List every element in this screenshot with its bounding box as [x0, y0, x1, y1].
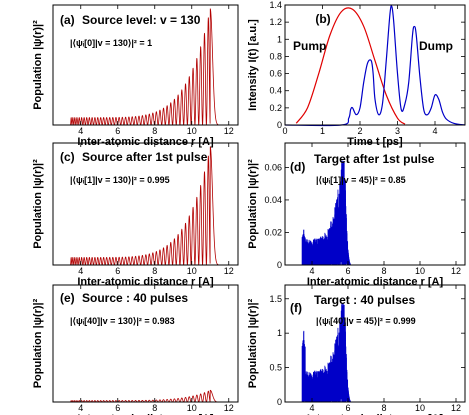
panel-label: (d): [290, 160, 305, 174]
x-tick-label: 0: [282, 126, 287, 136]
x-axis-label: Inter-atomic distance r [A]: [77, 276, 214, 288]
plot-frame: [52, 142, 239, 266]
annotation-title: Source after 1st pulse: [82, 150, 208, 164]
y-tick-label: 1: [277, 328, 282, 338]
x-axis-label: Inter-atomic distance r [A]: [307, 276, 444, 288]
y-tick-label: 0.6: [269, 69, 282, 79]
x-tick-label: 4: [78, 126, 83, 136]
y-axis-label: Population |ψ(r)|²: [32, 20, 44, 110]
wavefunction-line: [70, 146, 221, 266]
plot-frame: [52, 4, 239, 126]
x-tick-label: 8: [152, 266, 157, 276]
y-tick-label: 0.4: [269, 86, 282, 96]
annotation-title: Source level: v = 130: [82, 13, 201, 27]
annotation-title: Target : 40 pulses: [314, 293, 415, 307]
x-tick-label: 4: [309, 403, 314, 413]
series-line-pump: [295, 7, 406, 125]
y-axis-label: Intensity I(t) [a.u.]: [247, 19, 259, 111]
wavefunction-line: [288, 160, 462, 266]
x-tick-label: 8: [381, 403, 386, 413]
plot-frame: [284, 142, 466, 266]
x-tick-label: 6: [115, 126, 120, 136]
y-tick-label: 0: [277, 120, 282, 130]
panel-d: 4 6 8 10 12 0 0.02 0.04 0.06 Inter-atomic distanc…: [247, 142, 466, 288]
panel-label: (c): [60, 150, 75, 164]
x-tick-label: 12: [451, 403, 461, 413]
panel-label: (f): [290, 301, 302, 315]
annotation-overlap: |⟨ψᵢ[1]|v = 130⟩|² = 0.995: [70, 175, 170, 185]
x-tick-label: 4: [432, 126, 437, 136]
y-tick-label: 0: [277, 397, 282, 407]
x-tick-label: 10: [415, 403, 425, 413]
panel-c: 4 6 8 10 12 Inter-atomic distance r [A] Popula…: [32, 142, 239, 288]
y-tick-label: 0.06: [264, 162, 282, 172]
panel-e: 4 6 8 10 12 Inter-atomic distance r [A] Popula…: [32, 284, 239, 415]
x-tick-label: 3: [395, 126, 400, 136]
x-axis-label: Inter-atomic distance r [A]: [307, 413, 444, 415]
wavefunction-line: [70, 389, 221, 403]
panel-a: 4 6 8 10 12 Inter-atomic distance r [A] Popula…: [32, 4, 239, 148]
x-tick-label: 8: [152, 403, 157, 413]
dump-legend-label: Dump: [419, 39, 453, 53]
y-axis-label: Population |ψ(r)|²: [32, 159, 44, 249]
x-tick-label: 4: [78, 266, 83, 276]
pump-legend-label: Pump: [293, 39, 326, 53]
x-tick-label: 1: [320, 126, 325, 136]
x-tick-label: 12: [224, 126, 234, 136]
y-tick-label: 1.5: [269, 294, 282, 304]
panel-b: 0 1 2 3 4 0 0.2 0.4 0.6 0.8 1 1.2 1.4 Time t [ps] Inte…: [247, 0, 466, 148]
y-tick-label: 0.02: [264, 227, 282, 237]
y-axis-label: Population |ψ(r)|²: [247, 159, 259, 249]
annotation-overlap: |⟨ψᵢ[40]|v = 130⟩|² = 0.983: [70, 316, 175, 326]
x-tick-label: 6: [345, 403, 350, 413]
x-tick-label: 10: [187, 403, 197, 413]
series-line-dump: [284, 5, 466, 127]
y-tick-label: 0.2: [269, 103, 282, 113]
x-tick-label: 2: [357, 126, 362, 136]
plot-frame: [52, 284, 239, 403]
annotation-title: Source : 40 pulses: [82, 291, 188, 305]
x-tick-label: 10: [187, 126, 197, 136]
x-tick-label: 4: [78, 403, 83, 413]
y-tick-label: 0.04: [264, 195, 282, 205]
y-tick-label: 1.2: [269, 17, 282, 27]
x-tick-label: 10: [187, 266, 197, 276]
y-tick-label: 0.8: [269, 51, 282, 61]
x-tick-label: 12: [224, 266, 234, 276]
annotation-overlap: |⟨ψᵢ[0]|v = 130⟩|² = 1: [70, 38, 152, 48]
x-tick-label: 8: [152, 126, 157, 136]
panel-f: 4 6 8 10 12 0 0.5 1 1.5 Inter-atomic distance r […: [247, 284, 466, 415]
panel-label: (b): [315, 12, 330, 26]
y-axis-label: Population |ψ(r)|²: [32, 298, 44, 388]
annotation-overlap: |⟨ψᵢ[40]|v = 45⟩|² = 0.999: [316, 316, 416, 326]
y-tick-label: 0.5: [269, 363, 282, 373]
x-tick-label: 6: [115, 403, 120, 413]
x-tick-label: 6: [115, 266, 120, 276]
plot-frame: [284, 4, 466, 126]
y-tick-label: 0: [277, 260, 282, 270]
x-tick-label: 4: [309, 266, 314, 276]
annotation-title: Target after 1st pulse: [314, 152, 435, 166]
panel-label: (a): [60, 13, 75, 27]
y-tick-label: 1: [277, 34, 282, 44]
y-tick-label: 1.4: [269, 0, 282, 10]
x-tick-label: 6: [345, 266, 350, 276]
wavefunction-line: [70, 8, 221, 126]
wavefunction-line: [288, 302, 462, 403]
x-tick-label: 12: [451, 266, 461, 276]
x-tick-label: 12: [224, 403, 234, 413]
x-axis-label: Time t [ps]: [347, 136, 403, 148]
x-tick-label: 8: [381, 266, 386, 276]
x-axis-label: Inter-atomic distance r [A]: [77, 136, 214, 148]
annotation-overlap: |⟨ψᵢ[1]|v = 45⟩|² = 0.85: [316, 175, 406, 185]
plot-frame: [284, 284, 466, 403]
x-axis-label: Inter-atomic distance r [A]: [77, 413, 214, 415]
x-tick-label: 10: [415, 266, 425, 276]
y-axis-label: Population |ψ(r)|²: [247, 298, 259, 388]
panel-label: (e): [60, 291, 75, 305]
